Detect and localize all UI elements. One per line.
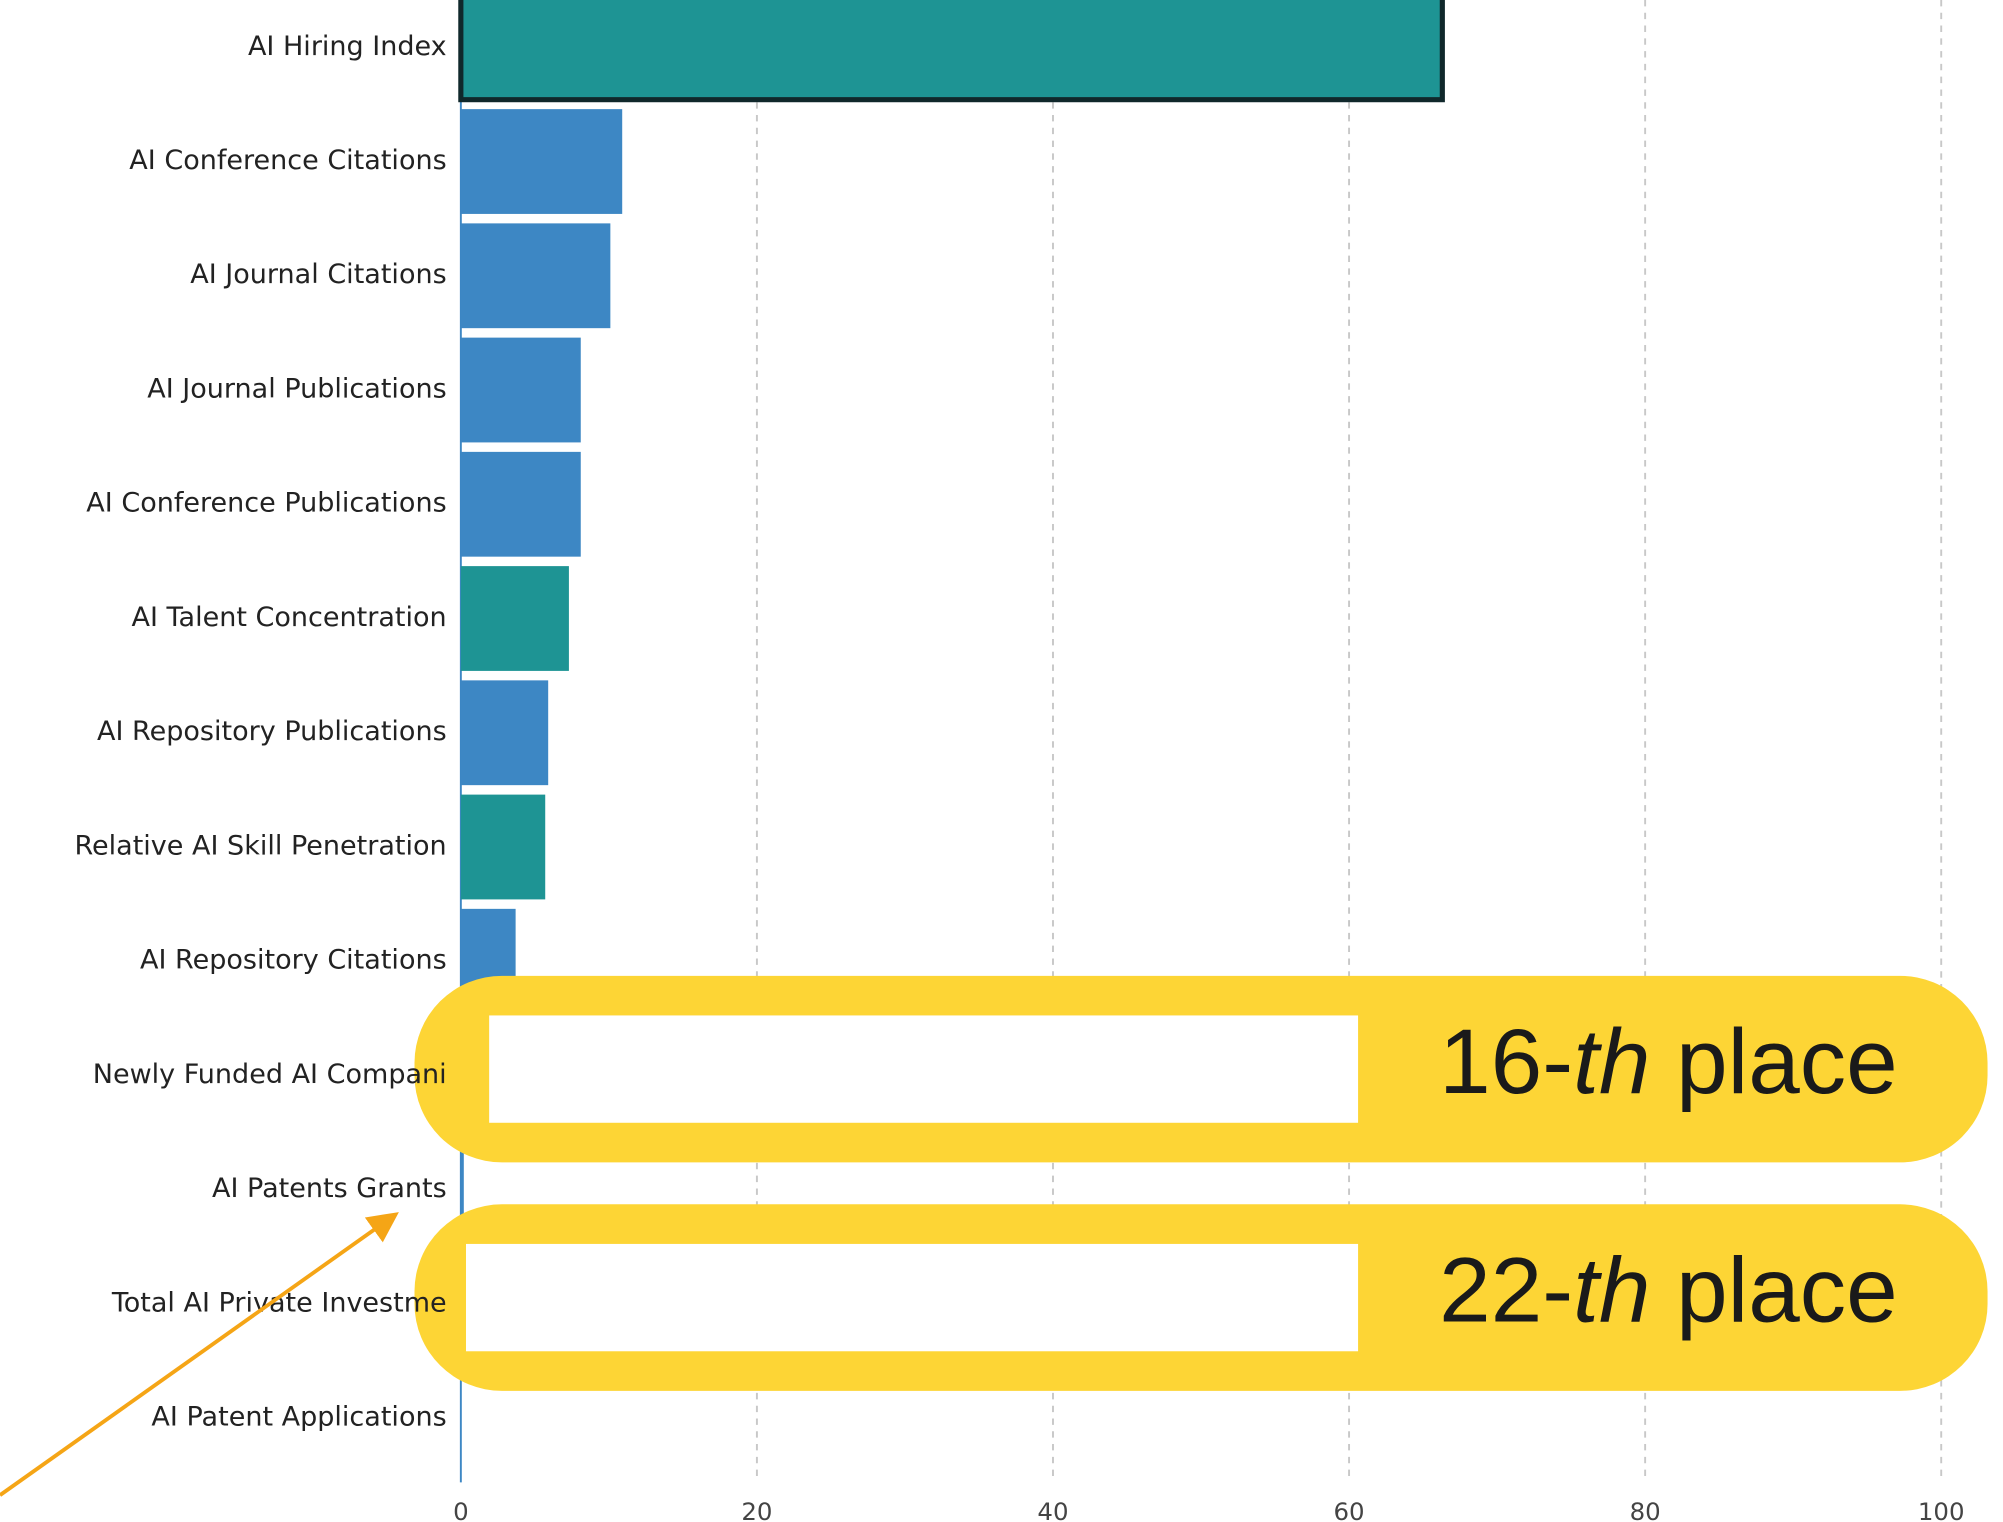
x-tick-label: 60 [1334,1497,1365,1522]
y-tick-label: AI Journal Citations [190,259,446,290]
annotation-window [465,1243,1359,1352]
y-tick-label: Relative AI Skill Penetration [74,831,446,862]
bar [458,0,1445,103]
bar [460,680,549,786]
annotation-part: place [1650,1010,1897,1114]
y-tick-label: AI Conference Citations [129,145,446,176]
y-tick-label: AI Patent Applications [151,1402,446,1433]
annotation-part: th [1573,1238,1650,1342]
annotation-text: 22-th place [1439,1238,1898,1342]
x-tick-label: 40 [1037,1497,1068,1522]
bar [460,109,623,214]
y-tick-label: AI Repository Publications [97,716,447,747]
bar [460,566,569,671]
x-tick-label: 80 [1630,1497,1661,1522]
y-tick-label: AI Conference Publications [86,488,446,519]
bar [460,451,581,557]
bar [460,223,611,329]
annotation-part: 16- [1439,1010,1573,1114]
bar [460,1137,464,1243]
x-tick-label: 20 [741,1497,772,1522]
annotation-part: th [1573,1010,1650,1114]
bar [460,794,546,900]
annotation-part: 22- [1439,1238,1573,1342]
bar [460,337,581,443]
annotation-part: place [1650,1238,1897,1342]
x-tick-label: 100 [1918,1497,1965,1522]
y-tick-label: AI Journal Publications [147,374,446,405]
y-tick-label: AI Talent Concentration [131,602,446,633]
y-tick-label: AI Repository Citations [140,945,447,976]
y-tick-label: AI Hiring Index [248,31,447,62]
x-tick-label: 0 [453,1497,469,1522]
annotation-window [489,1015,1359,1123]
y-tick-label: Newly Funded AI Compani [93,1059,447,1090]
arrow [0,1212,399,1497]
y-tick-label: AI Patents Grants [212,1173,447,1204]
annotation-text: 16-th place [1439,1010,1898,1114]
y-tick-label: Total AI Private Investme [111,1288,447,1319]
